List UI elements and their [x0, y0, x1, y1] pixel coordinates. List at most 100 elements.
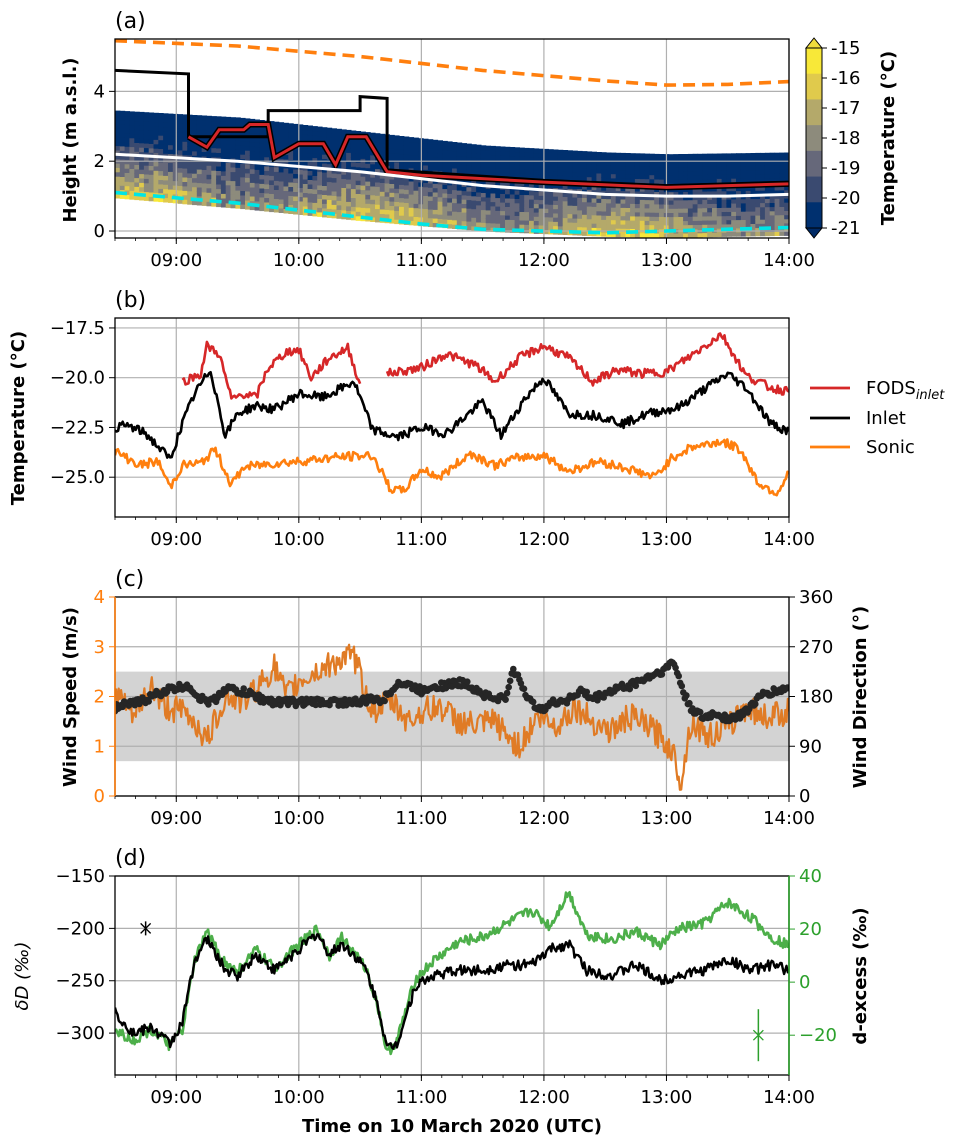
- heatmap-cell: [509, 172, 516, 178]
- heatmap-cell: [726, 223, 732, 229]
- heatmap-cell: [476, 149, 482, 154]
- heatmap-cell: [480, 179, 487, 185]
- heatmap-cell: [476, 204, 482, 210]
- heatmap-cell: [235, 167, 241, 173]
- heatmap-cell: [654, 203, 660, 209]
- heatmap-cell: [750, 177, 756, 183]
- heatmap-cell: [606, 211, 612, 216]
- heatmap-cell: [687, 162, 694, 167]
- heatmap-cell: [143, 191, 150, 197]
- heatmap-cell: [182, 114, 188, 120]
- heatmap-cell: [514, 155, 520, 161]
- heatmap-cell: [442, 210, 448, 216]
- heatmap-cell: [726, 211, 732, 217]
- heatmap-cell: [182, 145, 188, 151]
- heatmap-cell: [760, 190, 766, 195]
- heatmap-cell: [240, 181, 246, 187]
- heatmap-cell: [389, 179, 395, 184]
- heatmap-cell: [230, 180, 236, 186]
- heatmap-cell: [750, 153, 756, 158]
- heatmap-cell: [129, 194, 135, 200]
- heatmap-cell: [712, 166, 718, 171]
- heatmap-cell: [230, 185, 236, 191]
- heatmap-cell: [163, 157, 169, 163]
- heatmap-cell: [245, 172, 251, 178]
- heatmap-cell: [769, 152, 776, 158]
- heatmap-cell: [297, 173, 304, 179]
- heatmap-cell: [784, 206, 789, 211]
- heatmap-cell: [119, 193, 126, 199]
- heatmap-cell: [139, 169, 145, 175]
- heatmap-cell: [225, 171, 232, 177]
- heatmap-cell: [784, 177, 789, 183]
- heatmap-cell: [755, 198, 761, 204]
- heatmap-cell: [168, 149, 174, 155]
- heatmap-cell: [336, 213, 342, 219]
- heatmap-cell: [601, 156, 607, 162]
- heatmap-cell: [505, 168, 511, 173]
- heatmap-cell: [346, 205, 352, 211]
- heatmap-cell: [769, 185, 776, 191]
- heatmap-cell: [606, 232, 612, 237]
- heatmap-cell: [326, 172, 333, 178]
- heatmap-cell: [394, 205, 400, 211]
- heatmap-cell: [322, 154, 328, 160]
- heatmap-cell: [764, 219, 771, 224]
- heatmap-cell: [182, 194, 188, 200]
- heatmap-cell: [403, 180, 410, 186]
- heatmap-cell: [336, 137, 342, 143]
- heatmap-cell: [471, 161, 477, 167]
- heatmap-cell: [466, 216, 472, 222]
- heatmap-cell: [543, 229, 549, 235]
- heatmap-cell: [649, 195, 655, 201]
- heatmap-cell: [687, 158, 694, 163]
- heatmap-cell: [697, 178, 703, 184]
- heatmap-cell: [509, 147, 516, 152]
- heatmap-cell: [779, 169, 785, 174]
- heatmap-cell: [273, 148, 280, 154]
- heatmap-cell: [692, 216, 699, 221]
- heatmap-cell: [427, 152, 434, 158]
- heatmap-cell: [148, 130, 155, 136]
- heatmap-cell: [553, 166, 559, 172]
- heatmap-cell: [784, 198, 789, 203]
- heatmap-cell: [365, 181, 371, 186]
- heatmap-cell: [447, 154, 453, 160]
- heatmap-cell: [326, 141, 333, 147]
- heatmap-cell: [297, 124, 304, 130]
- heatmap-cell: [432, 205, 439, 210]
- heatmap-cell: [471, 221, 477, 227]
- heatmap-cell: [760, 173, 766, 179]
- heatmap-cell: [490, 171, 496, 177]
- heatmap-cell: [514, 160, 520, 165]
- heatmap-cell: [124, 163, 130, 169]
- heatmap-cell: [716, 219, 723, 225]
- heatmap-cell: [553, 162, 559, 167]
- heatmap-cell: [139, 160, 145, 166]
- heatmap-cell: [452, 193, 458, 199]
- heatmap-cell: [403, 176, 410, 181]
- heatmap-cell: [683, 154, 689, 159]
- heatmap-cell: [201, 124, 208, 130]
- heatmap-cell: [678, 174, 684, 180]
- heatmap-cell: [293, 186, 299, 192]
- heatmap-cell: [288, 150, 294, 156]
- heatmap-cell: [389, 139, 395, 145]
- heatmap-cell: [471, 200, 477, 205]
- heatmap-cell: [784, 169, 789, 174]
- heatmap-cell: [350, 157, 357, 163]
- heatmap-cell: [784, 185, 789, 191]
- heatmap-cell: [769, 194, 776, 199]
- heatmap-cell: [639, 191, 646, 196]
- heatmap-cell: [543, 165, 549, 171]
- panel-a-lines: [115, 39, 789, 235]
- heatmap-cell: [514, 215, 520, 221]
- heatmap-cell: [158, 130, 164, 136]
- heatmap-cell: [143, 143, 150, 149]
- heatmap-cell: [562, 226, 569, 231]
- heatmap-cell: [302, 156, 309, 162]
- heatmap-cell: [134, 138, 140, 143]
- heatmap-cell: [317, 153, 323, 159]
- heatmap-cell: [182, 185, 188, 191]
- heatmap-cell: [586, 218, 593, 224]
